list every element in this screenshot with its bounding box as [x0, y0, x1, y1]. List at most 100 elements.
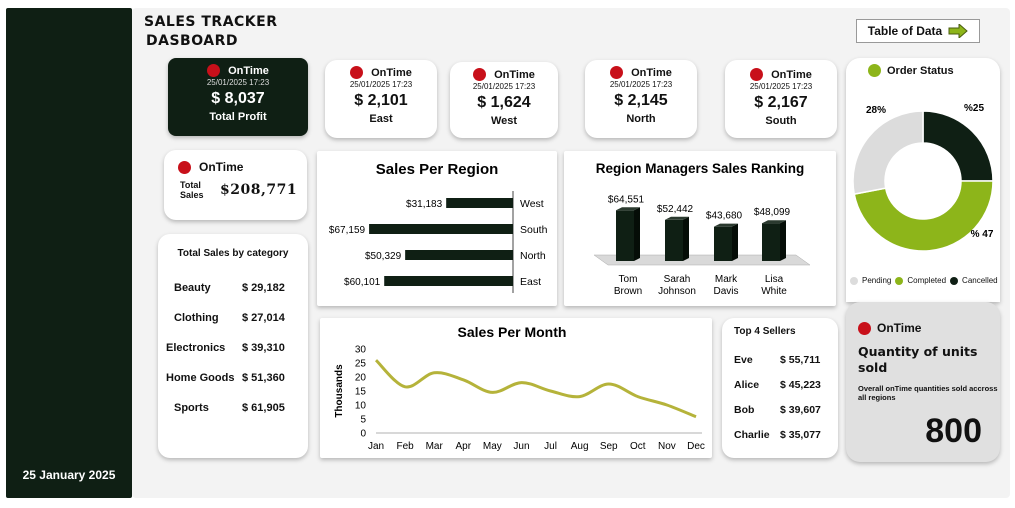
legend-cancelled-swatch [950, 276, 959, 285]
data-label: $52,442 [657, 204, 694, 215]
data-label: $67,159 [329, 225, 366, 236]
y-tick-label: 25 [355, 359, 367, 370]
table-of-data-button[interactable]: Table of Data [856, 19, 980, 43]
seller-name: Alice [734, 378, 760, 391]
sales-per-region-chart: Sales Per Region $31,183 West $67,159 South $… [329, 161, 548, 293]
kpi-timestamp: 25/01/2025 17:23 [349, 80, 413, 89]
category-label: West [520, 198, 544, 210]
kpi-status: OnTime [325, 66, 437, 79]
category-label: Johnson [658, 286, 696, 297]
y-tick-label: 10 [355, 401, 367, 412]
x-tick-label: Feb [396, 441, 414, 452]
bar-top [714, 223, 738, 227]
y-tick-label: 20 [355, 373, 367, 384]
bar-top [616, 207, 640, 211]
bar [665, 219, 683, 261]
chart-title: Sales Per Region [376, 161, 499, 178]
kpi-label: North [626, 113, 656, 125]
data-label: %25 [964, 103, 984, 114]
kpi-status-label: OnTime [494, 68, 535, 81]
sales-per-month-chart: Sales Per Month Thousands 0 5 10 15 20 25 30 Jan F… [334, 324, 705, 452]
legend-completed-swatch [895, 276, 904, 285]
kpi-status: OnTime [725, 68, 837, 81]
order-status-title: Order Status [868, 64, 954, 77]
seller-value: $ 45,223 [780, 378, 821, 391]
managers-ranking-panel: Region Managers Sales Ranking $64,551 Tom B… [564, 151, 836, 306]
category-label: Mark [715, 274, 738, 285]
bar [762, 223, 780, 261]
category-value: $ 29,182 [242, 282, 285, 294]
donut-slice [852, 110, 924, 195]
order-status-donut-chart: 28% % 47 %25 [852, 103, 994, 252]
data-label: $43,680 [706, 211, 743, 222]
bar [714, 226, 732, 261]
kpi-value: $ 2,167 [754, 94, 808, 111]
x-tick-label: Aug [571, 441, 589, 452]
y-tick-label: 15 [355, 387, 367, 398]
seller-value: $ 55,711 [780, 353, 821, 366]
seller-value: $ 39,607 [780, 403, 821, 416]
category-item: Clothing $ 27,014 [166, 303, 308, 333]
x-tick-label: Apr [455, 441, 471, 452]
kpi-label: East [369, 113, 393, 125]
seller-value: $ 35,077 [780, 428, 821, 441]
managers-ranking-chart: Region Managers Sales Ranking $64,551 TomB… [593, 161, 811, 297]
kpi-status: OnTime [585, 66, 697, 79]
y-axis-label: Thousands [334, 364, 345, 418]
status-red-dot-icon [207, 64, 221, 77]
bar [369, 224, 513, 234]
kpi-status-label: OnTime [631, 66, 672, 79]
category-label: Tom [619, 274, 638, 285]
kpi-value: $ 1,624 [477, 94, 531, 111]
kpi-value: $ 2,101 [354, 92, 408, 109]
x-tick-label: Oct [630, 441, 646, 452]
category-name: Clothing [174, 312, 219, 324]
quantity-status-label: OnTime [877, 321, 922, 335]
kpi-value: $ 8,037 [211, 90, 265, 107]
x-tick-label: Jun [513, 441, 529, 452]
donut-slice [853, 180, 994, 252]
status-red-dot-icon [858, 321, 871, 335]
title-line-1: SALES TRACKER [144, 14, 278, 30]
legend-cancelled-label: Cancelled [962, 276, 998, 285]
bar-top [762, 220, 786, 224]
x-tick-label: Jan [368, 441, 384, 452]
kpi-status-label: OnTime [771, 68, 812, 81]
kpi-status-label: OnTime [228, 64, 269, 77]
quantity-title: Quantity of units sold [858, 344, 978, 375]
legend-completed-label: Completed [907, 276, 947, 285]
top-sellers-title: Top 4 Sellers [734, 326, 796, 337]
kpi-label: Total Profit [209, 111, 267, 123]
seller-name: Bob [734, 403, 755, 416]
kpi-timestamp: 25/01/2025 17:23 [749, 82, 813, 91]
total-sales-status-label: OnTime [199, 160, 244, 174]
category-label: Sarah [664, 274, 691, 285]
seller-name: Eve [734, 353, 753, 366]
x-tick-label: Dec [687, 441, 705, 452]
page-title: SALES TRACKER DASBOARD [144, 13, 278, 51]
category-value: $ 39,310 [242, 342, 285, 354]
data-label: $64,551 [608, 194, 645, 205]
status-red-dot-icon [750, 68, 764, 81]
seller-row: Alice $ 45,223 [734, 372, 838, 397]
kpi-value: $ 2,145 [614, 92, 668, 109]
bar-top [665, 216, 689, 220]
x-tick-label: Sep [600, 441, 618, 452]
category-value: $ 61,905 [242, 402, 285, 414]
category-item: Sports $ 61,905 [166, 393, 308, 423]
y-tick-label: 30 [355, 345, 367, 356]
kpi-timestamp: 25/01/2025 17:23 [206, 78, 270, 87]
category-label: White [761, 286, 787, 297]
report-date: 25 January 2025 [22, 468, 116, 482]
bar [446, 198, 513, 208]
kpi-east: OnTime 25/01/2025 17:23 $ 2,101 East [325, 60, 437, 138]
quantity-subtitle: Overall onTime quantities sold accross a… [858, 384, 998, 402]
quantity-sold-card: OnTime Quantity of units sold Overall on… [846, 302, 1000, 462]
x-tick-label: May [483, 441, 502, 452]
kpi-status: OnTime [450, 68, 558, 81]
status-green-dot-icon [868, 64, 881, 77]
category-label: Lisa [765, 274, 784, 285]
x-tick-label: Nov [658, 441, 676, 452]
legend-pending-swatch [850, 276, 858, 285]
seller-row: Eve $ 55,711 [734, 347, 838, 372]
